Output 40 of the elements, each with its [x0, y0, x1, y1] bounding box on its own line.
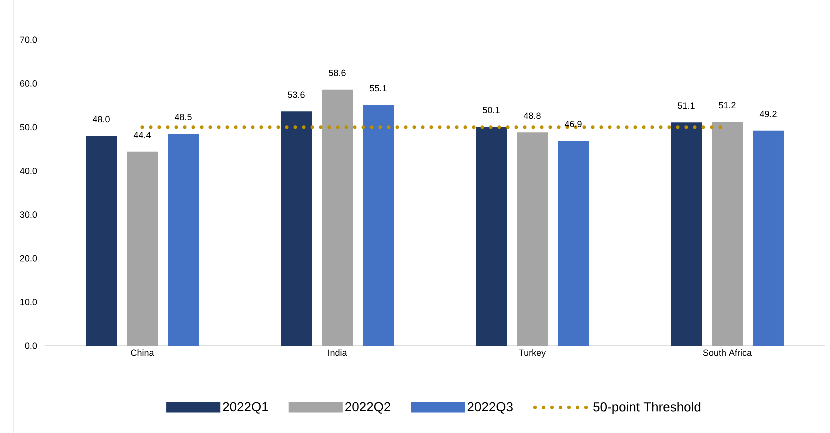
x-tick-label: South Africa [703, 350, 752, 356]
bar [168, 134, 200, 346]
legend-label: 2022Q2 [346, 402, 391, 414]
y-tick-label: 10.0 [20, 299, 38, 306]
bar [671, 122, 702, 346]
y-tick-label: 60.0 [20, 80, 38, 87]
bar [517, 132, 548, 346]
y-tick-label: 40.0 [20, 168, 38, 174]
data-label: 51.1 [678, 102, 695, 110]
data-label: 49.2 [760, 111, 777, 118]
x-tick-label: Turkey [519, 350, 546, 358]
data-label: 50.1 [483, 107, 500, 114]
data-label: 51.2 [719, 102, 736, 109]
bar [127, 152, 158, 346]
data-label: 58.6 [329, 70, 346, 76]
bar [322, 90, 354, 346]
bar [476, 126, 507, 346]
y-tick-label: 30.0 [20, 212, 38, 218]
y-tick-label: 50.0 [20, 124, 38, 131]
data-label: 48.0 [92, 116, 110, 123]
bar [281, 112, 312, 346]
bar [753, 130, 784, 346]
data-label: 46.9 [564, 121, 582, 128]
data-label: 48.5 [174, 114, 192, 120]
y-tick-label: 0.0 [25, 342, 38, 350]
legend-label: 50-point Threshold [594, 402, 701, 414]
data-label: 48.8 [524, 112, 541, 120]
data-label: 53.6 [288, 92, 305, 98]
y-tick-label: 70.0 [20, 36, 38, 44]
bar [86, 136, 118, 346]
legend-label: 2022Q3 [468, 402, 513, 414]
legend-label: 2022Q1 [223, 402, 268, 414]
bar [363, 105, 394, 346]
bar [558, 140, 589, 346]
x-tick-label: India [328, 350, 348, 356]
y-tick-label: 20.0 [20, 255, 38, 262]
bar [712, 122, 743, 346]
data-label: 55.1 [370, 85, 387, 92]
data-label: 44.4 [134, 132, 151, 138]
x-tick-label: China [131, 350, 154, 356]
